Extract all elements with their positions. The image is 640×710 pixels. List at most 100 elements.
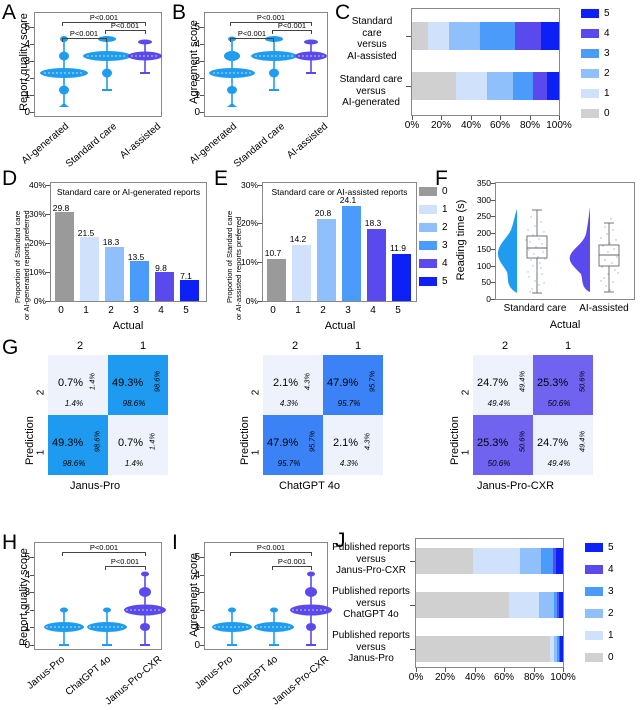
legend-item-3: 3 <box>419 240 448 251</box>
panel-c-bar-0 <box>412 22 559 50</box>
panel-j-bar-0 <box>416 548 563 574</box>
panel-i-cat-1: ChatGPT 4o <box>230 654 281 699</box>
panel-d-value-5: 7.1 <box>180 271 192 281</box>
col-header-1: 1 <box>139 340 147 352</box>
cell-2-2: 2.1% 4.3% 4.3% <box>263 355 323 415</box>
panel-h-letter: H <box>2 531 18 554</box>
panel-d-value-4: 9.8 <box>155 263 167 273</box>
cell-1-1: 0.7% 1.4% 1.4% <box>108 415 168 475</box>
cell-2-2: 0.7% 1.4% 1.4% <box>48 355 108 415</box>
confusion-matrix-janus-pro: Prediction 2 1 2 1 0.7% 1.4% 1.4% 49.3% … <box>0 335 215 530</box>
legend-swatch-3 <box>585 587 603 596</box>
panel-d: D Proportion of Standard care or AI-gene… <box>0 160 212 335</box>
panel-b: B Agreement score 0 1 2 3 4 5 <box>170 0 335 170</box>
legend-item-2: 2 <box>581 68 610 79</box>
panel-f-raincloud <box>497 207 620 294</box>
panel-g-letter: G <box>2 336 19 359</box>
legend-swatch-5 <box>585 543 603 552</box>
legend-item-1: 1 <box>581 88 610 99</box>
bar-4 <box>155 271 174 301</box>
panel-h: H Report quality score 0 1 2 3 4 5 <box>2 531 166 708</box>
panel-e-letter: E <box>214 167 229 190</box>
matrix-ylabel: Prediction <box>239 416 251 465</box>
cell-2-1: 49.3% 98.6% 98.6% <box>108 355 168 415</box>
panel-a: A Report quality score 0 1 2 3 4 5 <box>0 0 170 170</box>
panel-f-cat-1: AI-assisted <box>579 303 629 314</box>
panel-c: C Standard care versus AI-assisted Stand… <box>335 1 610 131</box>
legend-item-3: 3 <box>585 586 614 597</box>
panel-e-value-1: 14.2 <box>289 234 307 244</box>
confusion-matrix-janus-pro-cxr: Prediction 2 1 2 1 24.7% 49.4% 49.4% 25.… <box>425 335 640 530</box>
panel-i-plot-frame <box>204 542 328 650</box>
bar-5 <box>180 279 199 301</box>
legend-item-2: 2 <box>585 608 614 619</box>
bar-2 <box>317 218 336 301</box>
panel-f-letter: F <box>435 167 448 190</box>
bar-1 <box>80 237 99 301</box>
panel-j: J Published reports versus Janus-Pro-CXR… <box>332 529 640 710</box>
matrix-xlabel: Janus-Pro <box>70 480 121 492</box>
legend-swatch-5 <box>419 277 437 286</box>
panel-d-value-3: 13.5 <box>127 252 145 262</box>
panel-j-bar-1 <box>416 592 563 618</box>
panel-e-value-4: 18.3 <box>364 218 382 228</box>
panel-b-letter: B <box>172 1 187 24</box>
panel-d-letter: D <box>2 167 18 190</box>
legend-item-3: 3 <box>581 48 610 59</box>
panel-e-plot-frame <box>262 182 417 302</box>
panel-e-value-0: 10.7 <box>264 248 282 258</box>
panel-d-xlabel: Actual <box>112 320 144 332</box>
bar-2 <box>105 246 124 301</box>
confusion-matrix-chatgpt-4o: Prediction 2 1 2 1 2.1% 4.3% 4.3% 47.9% … <box>215 335 430 530</box>
cell-1-2: 25.3% 50.6% 50.6% <box>473 415 533 475</box>
panel-a-plot-frame <box>34 12 162 117</box>
panel-b-violins <box>209 36 327 107</box>
bar-3 <box>130 260 149 301</box>
row-header-1: 1 <box>460 449 472 456</box>
panel-d-bars <box>51 182 206 301</box>
panel-e-bars <box>263 182 416 301</box>
panel-e-value-3: 24.1 <box>339 195 357 205</box>
row-header-2: 2 <box>250 389 262 396</box>
panel-h-cat-0: Janus-Pro <box>25 654 68 692</box>
cell-2-1: 25.3% 50.6% 50.6% <box>533 355 593 415</box>
panel-a-violins <box>40 36 162 107</box>
panel-d-title: Standard care or AI-generated reports <box>56 187 201 197</box>
legend-swatch-3 <box>581 49 599 58</box>
panel-f: F Reading time (s) 0 50 100 150 200 250 … <box>427 160 640 335</box>
row-header-2: 2 <box>35 389 47 396</box>
legend-item-4: 4 <box>581 28 610 39</box>
legend-item-0: 0 <box>419 186 448 197</box>
legend-item-0: 0 <box>585 652 614 663</box>
legend-item-1: 1 <box>419 204 448 215</box>
col-header-1: 1 <box>354 340 362 352</box>
panel-c-letter: C <box>335 1 351 24</box>
panel-e: E Proportion of Standard care or AI-assi… <box>214 167 448 332</box>
panel-d-value-1: 21.5 <box>77 228 95 238</box>
legend-swatch-4 <box>581 29 599 38</box>
bar-0 <box>267 258 286 301</box>
panel-i-violins <box>212 571 332 646</box>
legend-item-5: 5 <box>581 8 610 19</box>
matrix-ylabel: Prediction <box>449 416 461 465</box>
cell-1-1: 2.1% 4.3% 4.3% <box>323 415 383 475</box>
legend-item-4: 4 <box>585 564 614 575</box>
legend-item-5: 5 <box>585 542 614 553</box>
panel-h-cat-1: ChatGPT 4o <box>63 654 114 699</box>
panel-j-row-label-1: Published reports versus ChatGPT 4o <box>332 586 410 620</box>
matrix-ylabel: Prediction <box>24 416 36 465</box>
panel-i-letter: I <box>172 531 178 554</box>
panel-h-plot-frame <box>34 542 162 650</box>
legend-swatch-0 <box>581 109 599 118</box>
legend-item-5: 5 <box>419 276 448 287</box>
panel-j-letter: J <box>335 529 346 552</box>
panel-c-row-label-1: Standard care versus AI-generated <box>339 74 403 108</box>
legend-swatch-4 <box>585 565 603 574</box>
cell-2-1: 47.9% 95.7% 95.7% <box>323 355 383 415</box>
legend-swatch-1 <box>585 631 603 640</box>
panel-c-bar-1 <box>412 72 559 100</box>
panel-f-ylabel: Reading time (s) <box>455 199 467 281</box>
panel-i: I Agreement score 0 1 2 3 4 5 <box>172 531 332 708</box>
legend-item-4: 4 <box>419 258 448 269</box>
panel-f-cat-0: Standard care <box>503 303 567 314</box>
